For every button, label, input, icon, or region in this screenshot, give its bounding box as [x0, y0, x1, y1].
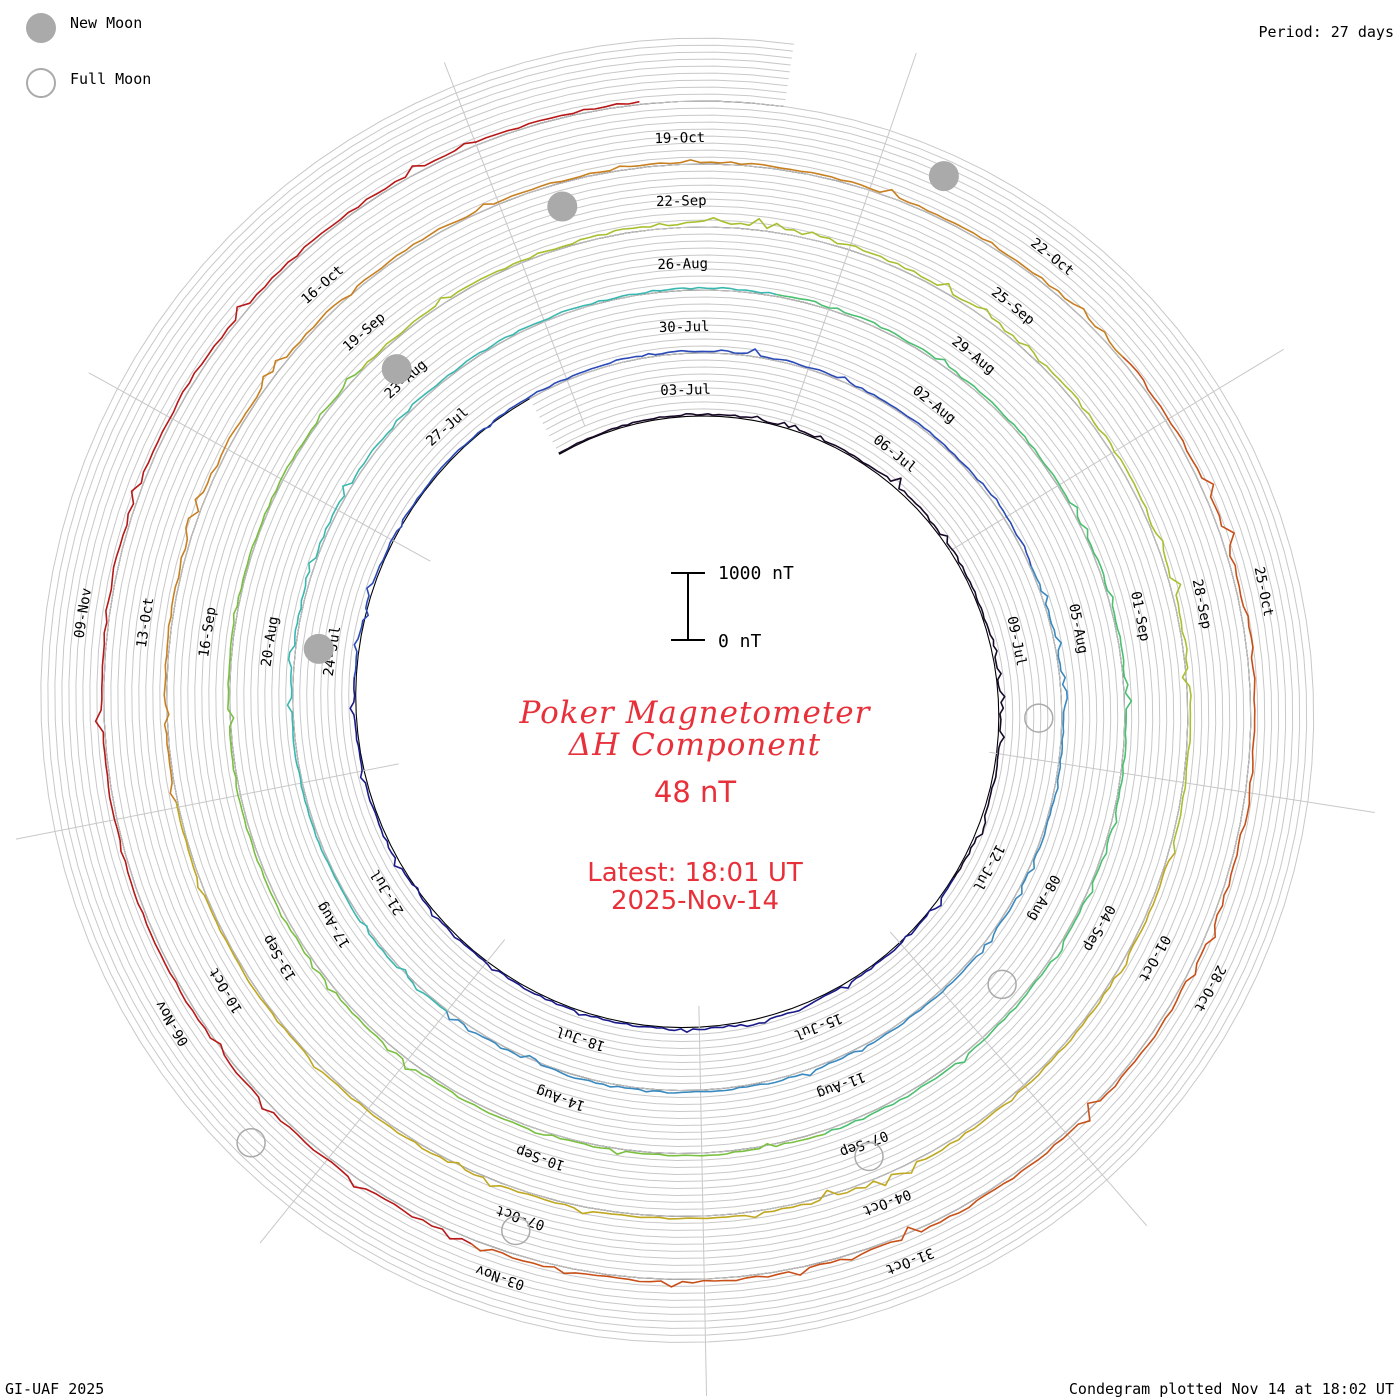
radial-spoke — [889, 931, 1148, 1227]
date-label: 31-Oct — [883, 1244, 936, 1277]
latest-time: Latest: 18:01 UT — [587, 858, 803, 888]
trace-segment — [470, 356, 1256, 1288]
full-moon-legend-icon — [26, 68, 56, 98]
guide-spiral — [47, 44, 1308, 1336]
baseline-spiral — [103, 100, 1252, 1280]
date-label: 15-Jul — [792, 1009, 845, 1042]
date-label: 13-Oct — [134, 596, 157, 648]
new-moon-marker — [303, 633, 334, 664]
trace-segment — [349, 676, 955, 1033]
new-moon-marker — [928, 161, 959, 192]
guide-spiral — [89, 86, 1266, 1294]
date-label: 20-Aug — [259, 615, 282, 667]
trace-segment — [558, 412, 1006, 879]
trace-segment — [353, 348, 1032, 677]
guide-spiral — [96, 93, 1259, 1287]
chart-title: Poker Magnetometer — [519, 695, 871, 731]
radial-spoke — [698, 1005, 708, 1396]
trace-segment — [175, 801, 1176, 1220]
footer-credit: GI-UAF 2025 — [5, 1380, 105, 1398]
guide-spiral — [61, 58, 1294, 1322]
magnetometer-trace — [94, 100, 1256, 1288]
radial-spoke — [15, 763, 399, 840]
full-moon-marker — [1024, 703, 1054, 733]
trace-segment — [227, 368, 825, 1157]
radial-spoke — [949, 348, 1284, 552]
date-label: 03-Nov — [474, 1261, 527, 1292]
chart-subtitle: ΔH Component — [568, 727, 822, 763]
period-label: Period: 27 days — [1258, 23, 1394, 41]
date-label: 04-Oct — [860, 1185, 913, 1218]
new-moon-marker — [381, 354, 412, 385]
radial-spoke — [989, 751, 1375, 813]
latest-date: 2025-Nov-14 — [610, 886, 780, 916]
footer-plot-time: Condegram plotted Nov 14 at 18:02 UT — [1068, 1380, 1394, 1398]
date-label: 09-Jul — [1003, 615, 1029, 668]
date-label: 30-Jul — [659, 319, 710, 336]
full-moon-marker — [501, 1215, 531, 1246]
radial-spoke — [259, 939, 506, 1244]
trace-segment — [445, 565, 1068, 1094]
scale-top-label: 1000 nT — [718, 563, 794, 584]
trace-segment — [94, 100, 640, 1245]
full-moon-marker — [854, 1141, 884, 1172]
trace-segment — [776, 293, 1133, 1135]
trace-segment — [286, 286, 777, 1012]
radial-spoke — [88, 372, 431, 562]
date-label: 09-Nov — [72, 587, 95, 639]
radial-spoke — [443, 62, 586, 427]
new-moon-legend-icon — [26, 13, 56, 43]
current-value: 48 nT — [653, 775, 737, 809]
new-moon-marker — [547, 191, 578, 222]
full-moon-marker — [987, 969, 1017, 1000]
guide-spiral — [54, 51, 1301, 1329]
trace-segment — [361, 217, 1192, 853]
date-label: 22-Sep — [656, 193, 707, 210]
scale-bar: 1000 nT 0 nT — [671, 563, 794, 652]
date-label: 11-Aug — [814, 1068, 867, 1101]
guide-spiral — [82, 79, 1273, 1301]
date-label: 03-Jul — [660, 382, 711, 399]
scale-bottom-label: 0 nT — [718, 631, 762, 652]
new-moon-legend-label: New Moon — [70, 14, 143, 32]
trace-segment — [163, 159, 1124, 803]
full-moon-legend-label: Full Moon — [70, 70, 152, 88]
date-label: 26-Aug — [657, 256, 708, 273]
guide-spiral — [40, 37, 1315, 1343]
moon-markers — [236, 161, 1054, 1246]
date-label: 16-Sep — [196, 606, 219, 658]
radial-spoke — [789, 52, 917, 423]
full-moon-marker — [236, 1128, 266, 1158]
date-label: 19-Oct — [654, 130, 705, 147]
